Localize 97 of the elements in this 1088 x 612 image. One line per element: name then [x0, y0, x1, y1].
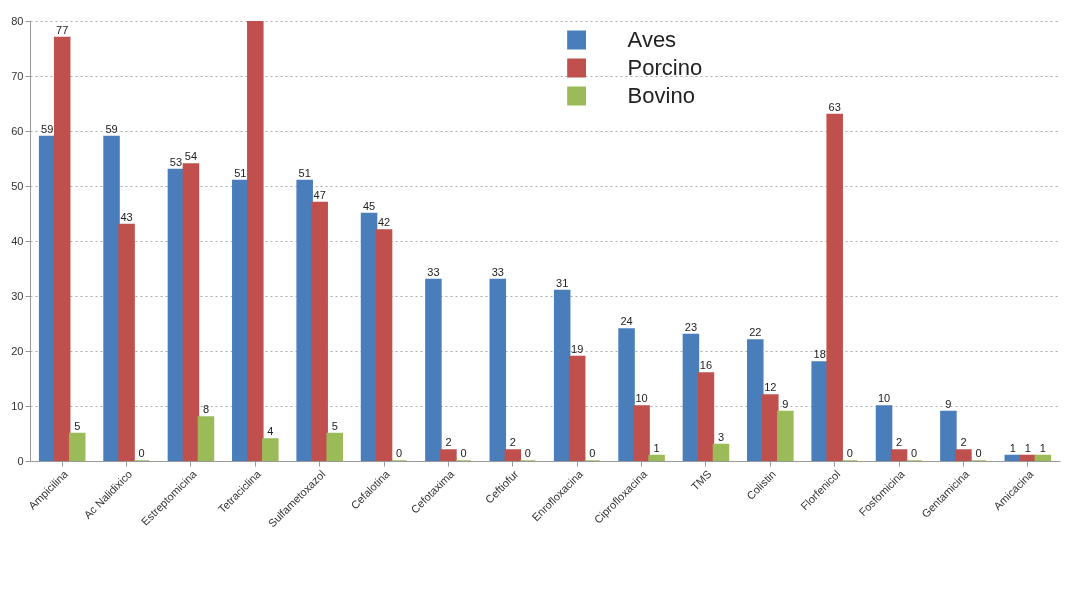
bar [375, 229, 393, 461]
bar [697, 372, 715, 461]
y-tick-label: 40 [11, 234, 24, 247]
data-label: 23 [684, 320, 698, 333]
bar [182, 163, 200, 461]
data-label: 19 [571, 342, 584, 355]
bar [940, 410, 957, 461]
y-tick-label: 10 [11, 399, 24, 412]
data-label: 33 [491, 265, 504, 278]
data-label: 1 [1009, 441, 1016, 454]
bar [262, 438, 279, 461]
bar [425, 278, 442, 461]
bar [118, 223, 135, 461]
y-tick-label: 80 [11, 14, 24, 27]
bar [633, 405, 650, 461]
data-label: 42 [377, 216, 391, 228]
bar [247, 21, 264, 461]
data-label: 0 [846, 447, 853, 459]
bar [326, 432, 343, 461]
data-label: 33 [427, 265, 440, 278]
data-label: 5 [331, 419, 338, 432]
data-label: 1 [653, 441, 660, 454]
data-label: 1 [1039, 441, 1046, 454]
y-tick-label: 70 [11, 69, 24, 82]
legend-label: Aves [627, 27, 677, 52]
y-tick-label: 30 [11, 289, 24, 302]
bar [553, 289, 571, 461]
data-label: 0 [975, 447, 982, 459]
bar [1034, 454, 1052, 461]
data-label: 59 [105, 122, 118, 135]
bar [360, 212, 378, 461]
bar [489, 278, 507, 461]
data-label: 4 [267, 425, 274, 437]
data-label: 2 [960, 436, 967, 448]
bar [875, 405, 893, 461]
legend-label: Porcino [627, 55, 703, 80]
data-label: 47 [313, 188, 326, 201]
bar [53, 36, 71, 461]
data-label: 51 [234, 166, 247, 179]
data-label: 1 [1024, 441, 1031, 454]
data-label: 2 [896, 436, 903, 448]
bar [197, 416, 215, 461]
bar [38, 135, 56, 461]
bar [68, 432, 86, 461]
bar [618, 328, 635, 461]
data-label: 0 [396, 447, 403, 459]
data-label: 9 [782, 397, 789, 410]
data-label: 5 [74, 419, 81, 432]
data-label: 3 [717, 430, 725, 443]
bar [762, 394, 779, 461]
data-label: 54 [184, 150, 198, 162]
data-label: 45 [362, 199, 376, 212]
data-label: 10 [635, 392, 648, 404]
data-label: 12 [764, 381, 777, 393]
bar [682, 333, 700, 461]
bar [568, 355, 586, 461]
data-label: 77 [56, 23, 69, 36]
data-label: 43 [120, 210, 133, 223]
bar [826, 113, 843, 461]
bar [811, 361, 828, 461]
data-label: 2 [445, 436, 452, 448]
bar [504, 449, 522, 461]
data-label: 0 [524, 447, 531, 459]
data-label: 53 [169, 155, 183, 168]
y-tick-label: 50 [11, 179, 24, 192]
bar [648, 454, 665, 461]
data-label: 24 [620, 315, 633, 327]
data-label: 16 [699, 359, 713, 371]
bar [311, 201, 328, 461]
bar [232, 179, 249, 461]
bar [747, 339, 764, 461]
bar [777, 410, 794, 461]
data-label: 0 [589, 447, 596, 459]
data-label: 22 [749, 326, 762, 338]
data-label: 51 [298, 166, 311, 179]
y-tick-label: 20 [11, 344, 24, 357]
y-tick-label: 0 [17, 454, 24, 467]
data-label: 9 [945, 397, 952, 410]
bar [167, 168, 185, 461]
data-label: 0 [911, 447, 918, 459]
data-label: 63 [828, 100, 841, 113]
bar [103, 135, 120, 461]
bar [890, 449, 908, 461]
data-label: 18 [813, 348, 826, 360]
bar [296, 179, 313, 461]
bar [712, 443, 730, 461]
data-label: 59 [41, 122, 54, 135]
data-label: 0 [460, 447, 467, 459]
legend-label: Bovino [627, 83, 695, 108]
data-label: 2 [509, 436, 516, 448]
y-tick-label: 60 [11, 124, 24, 137]
data-label: 8 [202, 403, 210, 415]
data-label: 31 [556, 276, 569, 289]
bar [955, 449, 972, 461]
data-label: 10 [877, 392, 891, 404]
data-label: 0 [138, 447, 145, 459]
bar [440, 449, 457, 461]
